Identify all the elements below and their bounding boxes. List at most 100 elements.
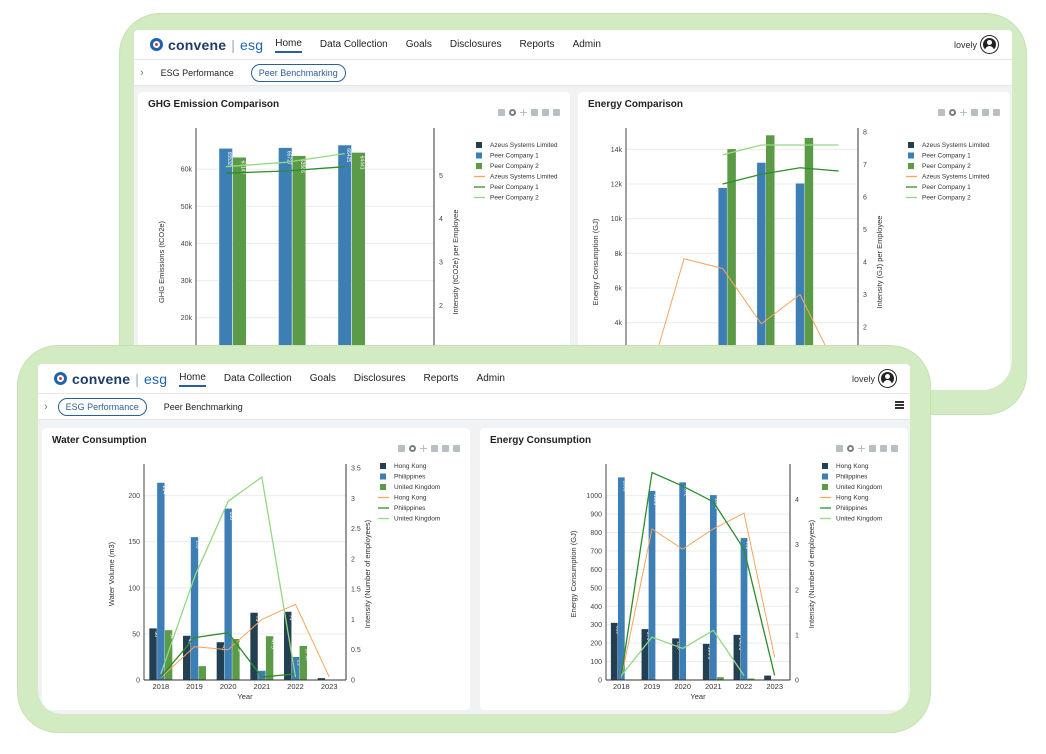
avatar-icon[interactable] — [879, 370, 896, 387]
zoom-out-icon[interactable] — [442, 445, 449, 452]
brand-name: convene — [168, 36, 227, 53]
y2-tick-label: 7 — [863, 162, 867, 169]
y-tick-label: 1000 — [586, 493, 602, 500]
y2-axis-title: Intensity (Number of employees) — [363, 519, 372, 628]
nav-admin[interactable]: Admin — [572, 39, 601, 50]
zoom-icon[interactable] — [949, 109, 956, 116]
tab-esg-performance[interactable]: ESG Performance — [160, 67, 234, 78]
home-icon[interactable] — [453, 445, 460, 452]
zoom-in-icon[interactable] — [971, 109, 978, 116]
y-tick-label: 10k — [611, 216, 623, 223]
zoom-icon[interactable] — [509, 109, 516, 116]
camera-icon[interactable] — [836, 445, 843, 452]
bar — [795, 183, 805, 390]
bar-value-label: 54 — [169, 633, 175, 639]
pan-icon[interactable] — [960, 109, 967, 116]
zoom-in-icon[interactable] — [869, 445, 876, 452]
y-tick-label: 60k — [181, 167, 193, 174]
legend-label: Philippines — [394, 505, 426, 512]
ghg-chart: 10k20k30k40k50k60k12345GHG Emissions (tC… — [157, 128, 558, 390]
y2-tick-label: 4 — [795, 497, 799, 504]
bar-value-label: 214 — [161, 486, 167, 495]
bar — [317, 678, 326, 680]
x-tick-label: 2021 — [253, 682, 270, 691]
nav-goals[interactable]: Goals — [405, 39, 432, 50]
series-line — [722, 167, 839, 185]
bar — [265, 636, 274, 680]
legend-swatch — [908, 152, 914, 159]
y-tick-label: 800 — [590, 530, 602, 537]
camera-icon[interactable] — [398, 445, 405, 452]
avatar-icon[interactable] — [981, 36, 998, 53]
tab-peer-benchmarking[interactable]: Peer Benchmarking — [250, 63, 346, 82]
x-tick-label: 2018 — [613, 682, 630, 691]
brand-logo[interactable]: convene | esg — [54, 371, 167, 387]
zoom-in-icon[interactable] — [531, 109, 538, 116]
nav-admin[interactable]: Admin — [476, 373, 505, 384]
x-axis-title: Year — [237, 692, 253, 701]
bar-value-label: 63566 — [299, 159, 305, 173]
camera-icon[interactable] — [498, 109, 505, 116]
nav-disclosures[interactable]: Disclosures — [353, 373, 406, 384]
nav-home[interactable]: Home — [275, 36, 302, 53]
nav-data-collection[interactable]: Data Collection — [223, 373, 292, 384]
y-tick-label: 14k — [611, 147, 623, 154]
nav-reports[interactable]: Reports — [423, 373, 459, 384]
home-icon[interactable] — [553, 109, 560, 116]
y2-axis-title: Intensity (GJ) per Employee — [875, 216, 884, 309]
y2-tick-label: 3 — [795, 542, 799, 549]
y2-tick-label: 3 — [439, 260, 443, 267]
y-tick-label: 0 — [598, 678, 602, 685]
chevron-right-icon[interactable]: › — [44, 400, 48, 413]
legend-swatch — [908, 142, 914, 148]
home-icon[interactable] — [891, 445, 898, 452]
y2-tick-label: 0.5 — [351, 647, 361, 654]
zoom-icon[interactable] — [409, 445, 416, 452]
y-tick-label: 900 — [590, 512, 602, 519]
nav-data-collection[interactable]: Data Collection — [319, 39, 388, 50]
pan-icon[interactable] — [858, 445, 865, 452]
tab-peer-benchmarking[interactable]: Peer Benchmarking — [163, 401, 243, 412]
nav-disclosures[interactable]: Disclosures — [449, 39, 502, 50]
legend-label: United Kingdom — [394, 516, 440, 523]
y-tick-label: 500 — [590, 585, 602, 592]
bar — [258, 670, 266, 680]
zoom-out-icon[interactable] — [880, 445, 887, 452]
series-line — [722, 144, 839, 156]
nav-reports[interactable]: Reports — [519, 39, 555, 50]
y-tick-label: 50k — [181, 204, 193, 211]
bar — [757, 162, 766, 390]
nav-goals[interactable]: Goals — [309, 373, 336, 384]
chevron-right-icon[interactable]: › — [140, 66, 144, 79]
user-menu[interactable]: lovely — [954, 36, 998, 53]
brand-logo[interactable]: convene | esg — [150, 37, 263, 53]
nav-home[interactable]: Home — [179, 370, 206, 387]
y-tick-label: 300 — [590, 622, 602, 629]
zoom-out-icon[interactable] — [542, 109, 549, 116]
bar-value-label: 66425 — [345, 148, 351, 162]
zoom-out-icon[interactable] — [982, 109, 989, 116]
user-name: lovely — [851, 373, 875, 384]
bar — [718, 187, 727, 390]
legend-label: Peer Company 2 — [922, 163, 971, 170]
bar — [709, 495, 717, 680]
zoom-icon[interactable] — [847, 445, 854, 452]
legend-label: United Kingdom — [394, 484, 440, 491]
tab-esg-performance[interactable]: ESG Performance — [57, 397, 147, 416]
camera-icon[interactable] — [938, 109, 945, 116]
pan-icon[interactable] — [420, 445, 427, 452]
menu-icon[interactable] — [895, 401, 904, 409]
zoom-in-icon[interactable] — [431, 445, 438, 452]
user-menu[interactable]: lovely — [852, 370, 896, 387]
bar — [617, 477, 625, 680]
bar-value-label: 41 — [220, 645, 226, 651]
back-top-nav: convene | esg Home Data Collection Goals… — [134, 30, 1012, 60]
y2-tick-label: 3 — [863, 292, 867, 299]
bar-value-label: 310 — [614, 626, 620, 635]
bar — [190, 537, 199, 680]
bar-value-label: 276 — [645, 632, 651, 641]
y-tick-label: 12k — [611, 182, 623, 189]
home-icon[interactable] — [993, 109, 1000, 116]
y2-tick-label: 0 — [795, 678, 799, 685]
pan-icon[interactable] — [520, 109, 527, 116]
